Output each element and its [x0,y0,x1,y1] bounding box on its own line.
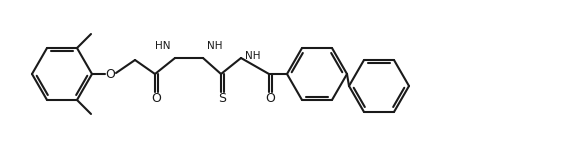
Text: HN: HN [155,41,171,51]
Text: O: O [152,91,162,105]
Text: S: S [218,91,227,105]
Text: NH: NH [207,41,223,51]
Text: O: O [266,91,275,105]
Text: O: O [105,67,115,81]
Text: NH: NH [245,51,260,61]
